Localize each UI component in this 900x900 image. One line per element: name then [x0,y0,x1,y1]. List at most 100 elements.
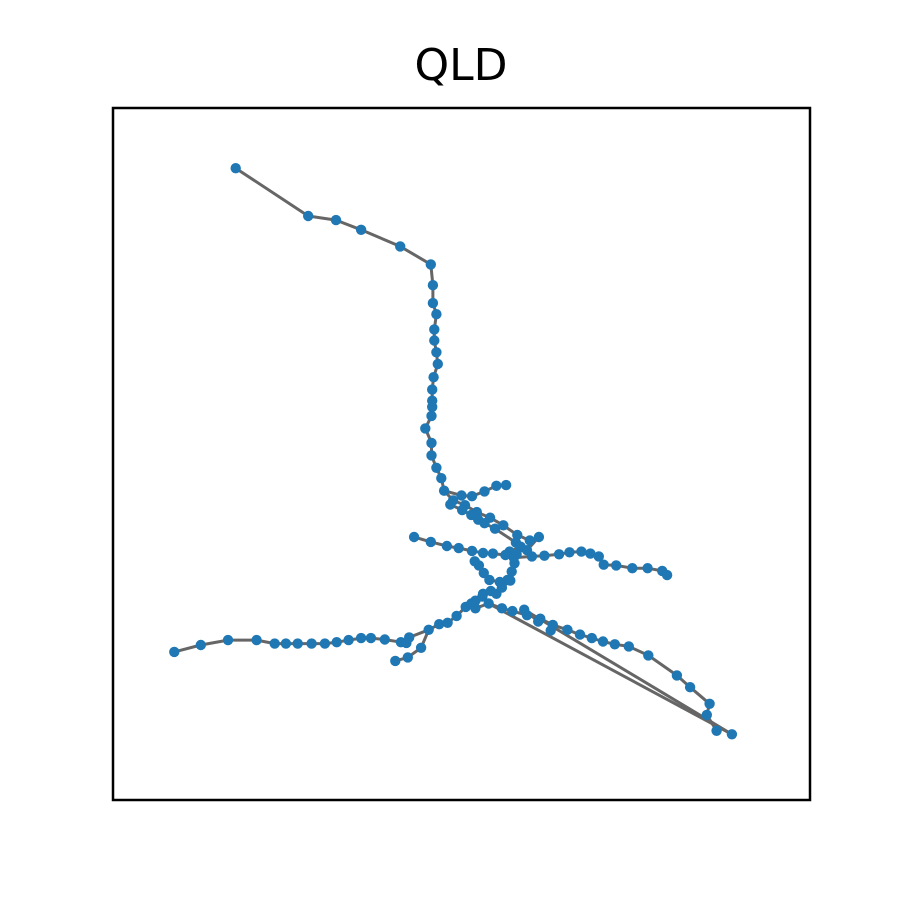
network-node [365,632,377,644]
network-node [598,559,609,570]
network-node [498,520,509,531]
network-node [533,531,545,543]
network-node [230,163,241,174]
network-node [684,682,696,693]
network-node [479,486,490,497]
network-node [428,372,439,383]
network-node [438,485,450,496]
network-node [671,670,683,681]
network-node [319,638,331,649]
network-node [623,641,634,652]
network-node [505,575,516,586]
network-node [431,309,442,320]
network-node [524,535,535,546]
network-node [408,531,420,543]
network-node [711,725,722,736]
network-node [436,473,447,484]
network-node [597,636,609,647]
network-node [477,547,489,559]
network-node [507,605,518,617]
network-node [431,462,442,473]
network-node [303,210,314,222]
network-node [576,546,587,557]
network-node [442,617,453,628]
network-node [726,729,738,740]
network-node [427,297,439,309]
network-node [484,574,495,586]
network-node [426,450,437,461]
network-edge [646,653,679,677]
network-node [470,603,481,614]
network-node [434,619,445,630]
network-node [539,550,550,561]
network-node [500,549,511,561]
network-node [506,566,517,577]
network-node [526,551,538,562]
network-node [466,545,478,557]
network-edge [234,166,310,218]
network-node [355,632,367,644]
network-node [427,384,438,395]
network-node [445,499,456,510]
network-node [508,552,519,563]
network-node [441,540,453,552]
network-node [451,610,462,622]
network-node [553,549,565,560]
network-node [453,542,464,554]
network-node [562,624,573,635]
network-node [457,504,468,516]
network-node [426,437,437,449]
network-node [574,629,586,640]
network-node [423,624,434,635]
network-node [585,548,596,559]
network-node [195,639,206,651]
network-node [280,638,292,649]
network-node [169,646,180,658]
network-node [519,604,530,615]
network-node [420,423,431,434]
network-node [496,603,508,614]
network-node [483,598,494,609]
network-node [292,638,303,649]
network-node [429,335,440,346]
network-node [330,214,342,226]
network-node [426,410,437,422]
network-node [466,491,478,502]
network-edge [359,228,402,248]
network-node [431,347,442,358]
network-node [415,642,427,653]
network-node [390,655,401,667]
network-node [404,632,415,643]
network-node [500,479,512,491]
network-node [379,634,390,645]
network-node [661,569,673,581]
network-node [627,563,638,574]
network-node [331,637,342,648]
network-node [402,652,413,663]
network-node [611,560,622,571]
chart-title: QLD [414,40,508,91]
network-node [479,518,490,529]
network-edge [398,244,433,266]
network-node [564,547,575,558]
network-node [306,638,317,649]
network-node [425,259,436,270]
network-node [355,224,367,235]
nodes-layer [169,163,738,740]
network-node [533,616,544,627]
network-node [642,563,653,574]
network-node [469,556,480,567]
network-node [269,638,280,649]
plot-frame [111,106,812,802]
network-node [432,358,443,370]
network-node [487,548,499,559]
network-node [593,551,604,562]
network-edge [487,602,734,736]
network-node [427,280,439,291]
edges-layer [172,166,734,736]
network-node [343,634,354,646]
network-node [456,490,467,501]
network-node [478,567,489,579]
network-node [251,634,262,646]
